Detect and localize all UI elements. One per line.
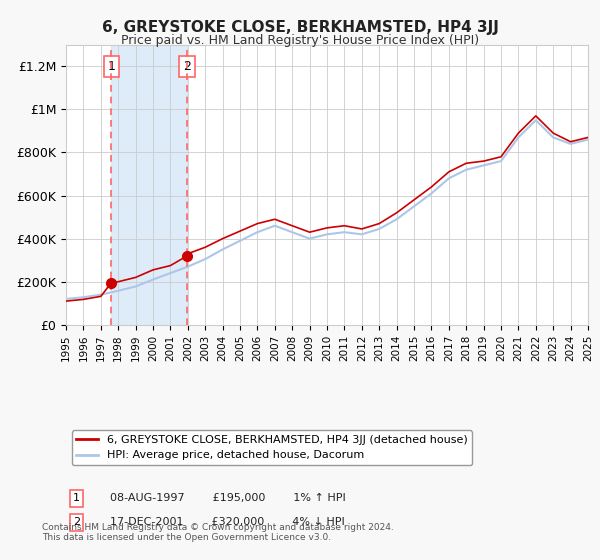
Text: 2: 2	[183, 60, 191, 73]
Text: Contains HM Land Registry data © Crown copyright and database right 2024.
This d: Contains HM Land Registry data © Crown c…	[42, 522, 394, 542]
Bar	[111, 45, 187, 325]
Text: 2: 2	[73, 517, 80, 527]
Text: 08-AUG-1997        £195,000        1% ↑ HPI: 08-AUG-1997 £195,000 1% ↑ HPI	[103, 493, 345, 503]
Text: 1: 1	[107, 60, 115, 73]
Text: 17-DEC-2001        £320,000        4% ↓ HPI: 17-DEC-2001 £320,000 4% ↓ HPI	[103, 517, 344, 527]
Text: Price paid vs. HM Land Registry's House Price Index (HPI): Price paid vs. HM Land Registry's House …	[121, 34, 479, 46]
Text: 6, GREYSTOKE CLOSE, BERKHAMSTED, HP4 3JJ: 6, GREYSTOKE CLOSE, BERKHAMSTED, HP4 3JJ	[101, 20, 499, 35]
Legend: 6, GREYSTOKE CLOSE, BERKHAMSTED, HP4 3JJ (detached house), HPI: Average price, d: 6, GREYSTOKE CLOSE, BERKHAMSTED, HP4 3JJ…	[71, 431, 472, 465]
Text: 1: 1	[73, 493, 80, 503]
